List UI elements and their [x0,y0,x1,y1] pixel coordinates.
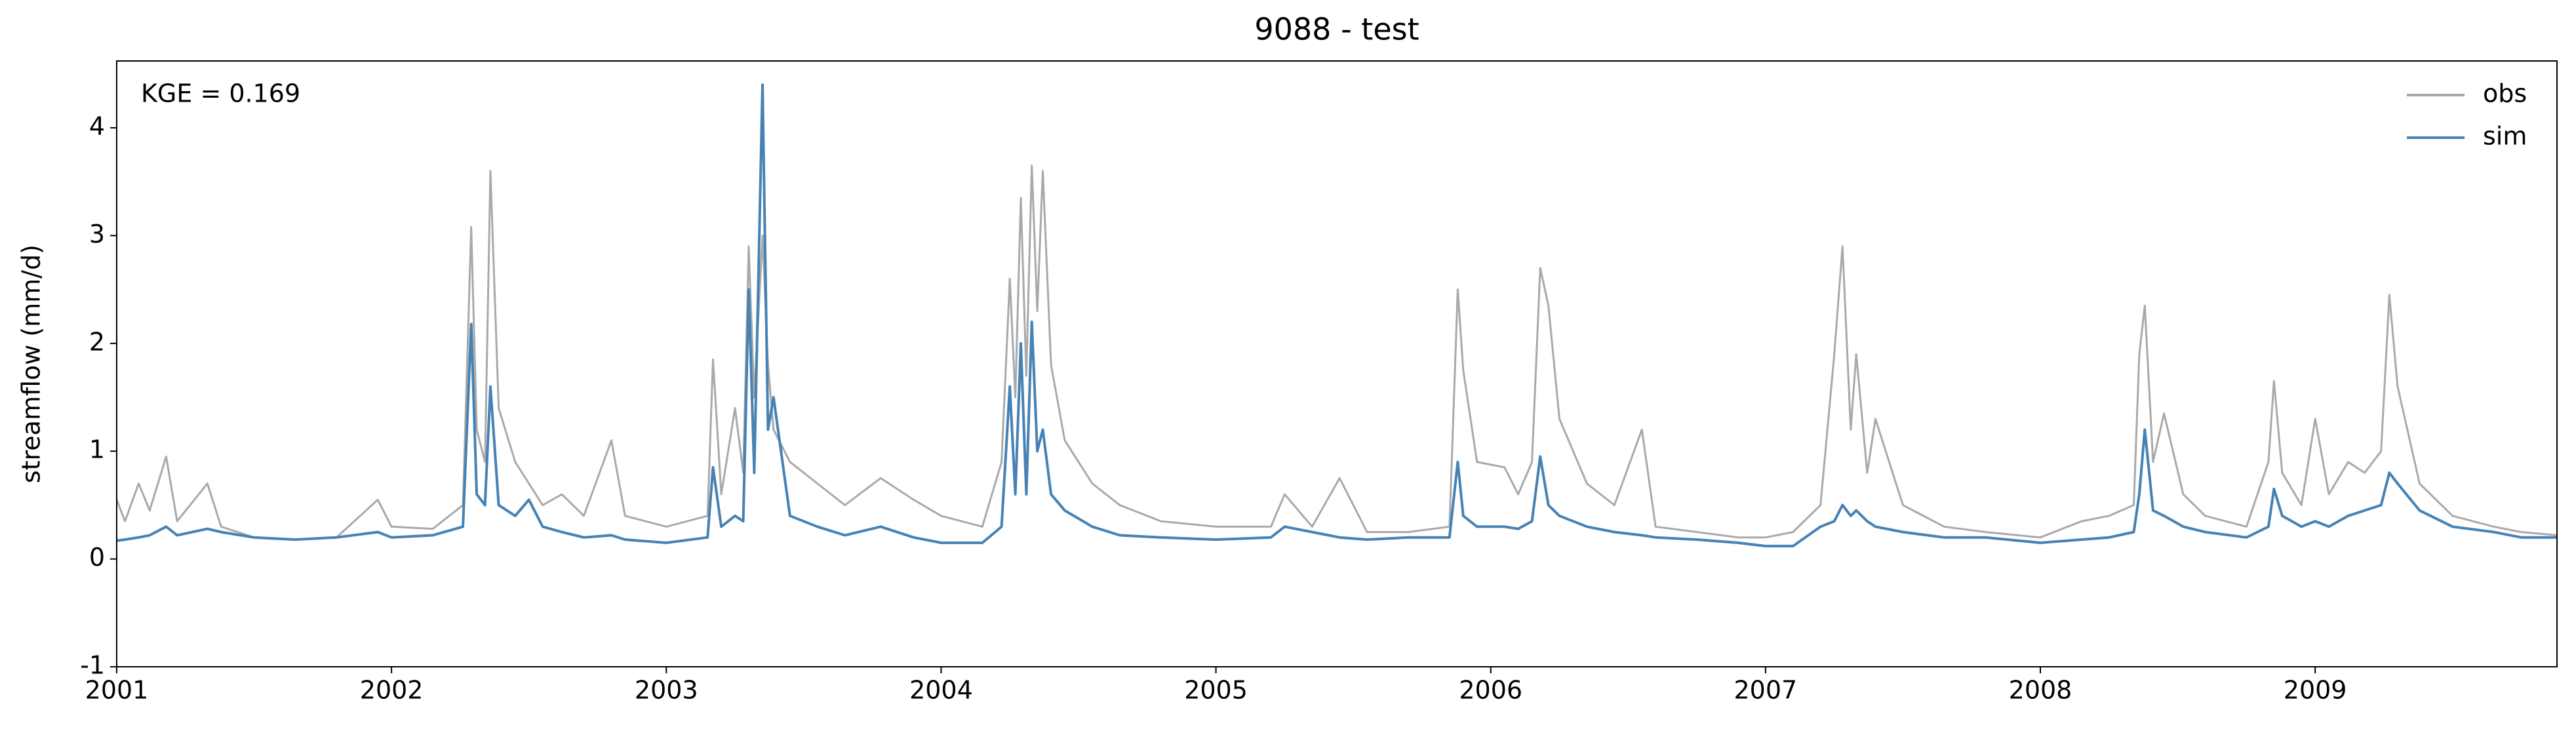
legend-label: sim [2483,122,2527,151]
x-tick-label: 2005 [1184,676,1248,705]
y-tick-label: 1 [89,435,105,464]
x-tick-label: 2008 [2009,676,2072,705]
x-tick-label: 2004 [909,676,973,705]
x-tick-label: 2007 [1734,676,1798,705]
y-tick-label: 2 [89,327,105,356]
y-tick-label: 0 [89,543,105,572]
x-tick-label: 2003 [635,676,698,705]
x-tick-label: 2009 [2284,676,2347,705]
legend-label: obs [2483,79,2527,108]
series-line [116,83,2557,547]
y-tick-label: 4 [89,111,105,140]
y-tick-label: 3 [89,220,105,248]
annotation: KGE = 0.169 [141,79,300,108]
y-axis-label: streamflow (mm/d) [17,245,46,483]
y-tick-label: -1 [80,651,105,680]
chart-title: 9088 - test [1254,12,1419,47]
series-line [115,165,2558,541]
x-tick-label: 2001 [85,676,149,705]
x-tick-label: 2006 [1459,676,1522,705]
plot-frame [116,60,2558,667]
x-tick-label: 2002 [360,676,424,705]
